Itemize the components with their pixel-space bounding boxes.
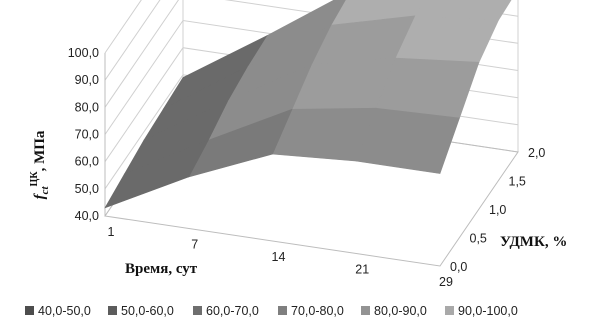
- y-tick-label: 1,0: [489, 203, 506, 217]
- legend-swatch: [193, 306, 202, 315]
- z-gridline: [104, 0, 519, 81]
- z-tick-label: 40,0: [75, 209, 99, 223]
- z-tick-label: 70,0: [75, 128, 99, 142]
- z-tick-label: 50,0: [75, 182, 99, 196]
- x-tick-label: 1: [108, 225, 115, 239]
- legend-item-label: 70,0-80,0: [291, 304, 344, 318]
- legend: 40,0-50,0 50,0-60,0 60,0-70,0 70,0-80,0 80,0…: [25, 304, 518, 318]
- y-axis-title: УДМК, %: [500, 234, 567, 250]
- legend-swatch: [278, 306, 287, 315]
- z-tick-label: 100,0: [68, 46, 99, 60]
- x-axis-title: Время, сут: [125, 261, 198, 277]
- x-tick-label: 29: [439, 275, 453, 289]
- y-tick-label: 1,5: [509, 175, 526, 189]
- y-tick-label: 0,5: [470, 232, 487, 246]
- y-tick-label: 2,0: [528, 146, 545, 160]
- surface-layer: [104, 0, 512, 209]
- z-gridline: [104, 0, 142, 54]
- z-axis-title: fctЦК, МПа: [29, 130, 51, 199]
- z-tick-label: 60,0: [75, 155, 99, 169]
- legend-swatch: [25, 306, 34, 315]
- z-tick-label: 80,0: [75, 100, 99, 114]
- y-tick-label: 0,0: [450, 260, 467, 274]
- legend-item-label: 80,0-90,0: [374, 304, 427, 318]
- legend-swatch: [445, 306, 454, 315]
- x-tick-label: 7: [191, 238, 198, 252]
- legend-swatch: [108, 306, 117, 315]
- legend-item-label: 90,0-100,0: [458, 304, 518, 318]
- legend-swatch: [361, 306, 370, 315]
- x-tick-label: 14: [272, 250, 286, 264]
- legend-item-label: 40,0-50,0: [38, 304, 91, 318]
- legend-item-label: 50,0-60,0: [121, 304, 174, 318]
- surface-patch: [104, 139, 209, 209]
- legend-item-label: 60,0-70,0: [206, 304, 259, 318]
- tick-layer: 40,0 50,0 60,0 70,0 80,0 90,0 100,0 1 7 14 21 290,0…: [68, 46, 546, 289]
- z-tick-label: 90,0: [75, 73, 99, 87]
- x-tick-label: 21: [355, 263, 369, 277]
